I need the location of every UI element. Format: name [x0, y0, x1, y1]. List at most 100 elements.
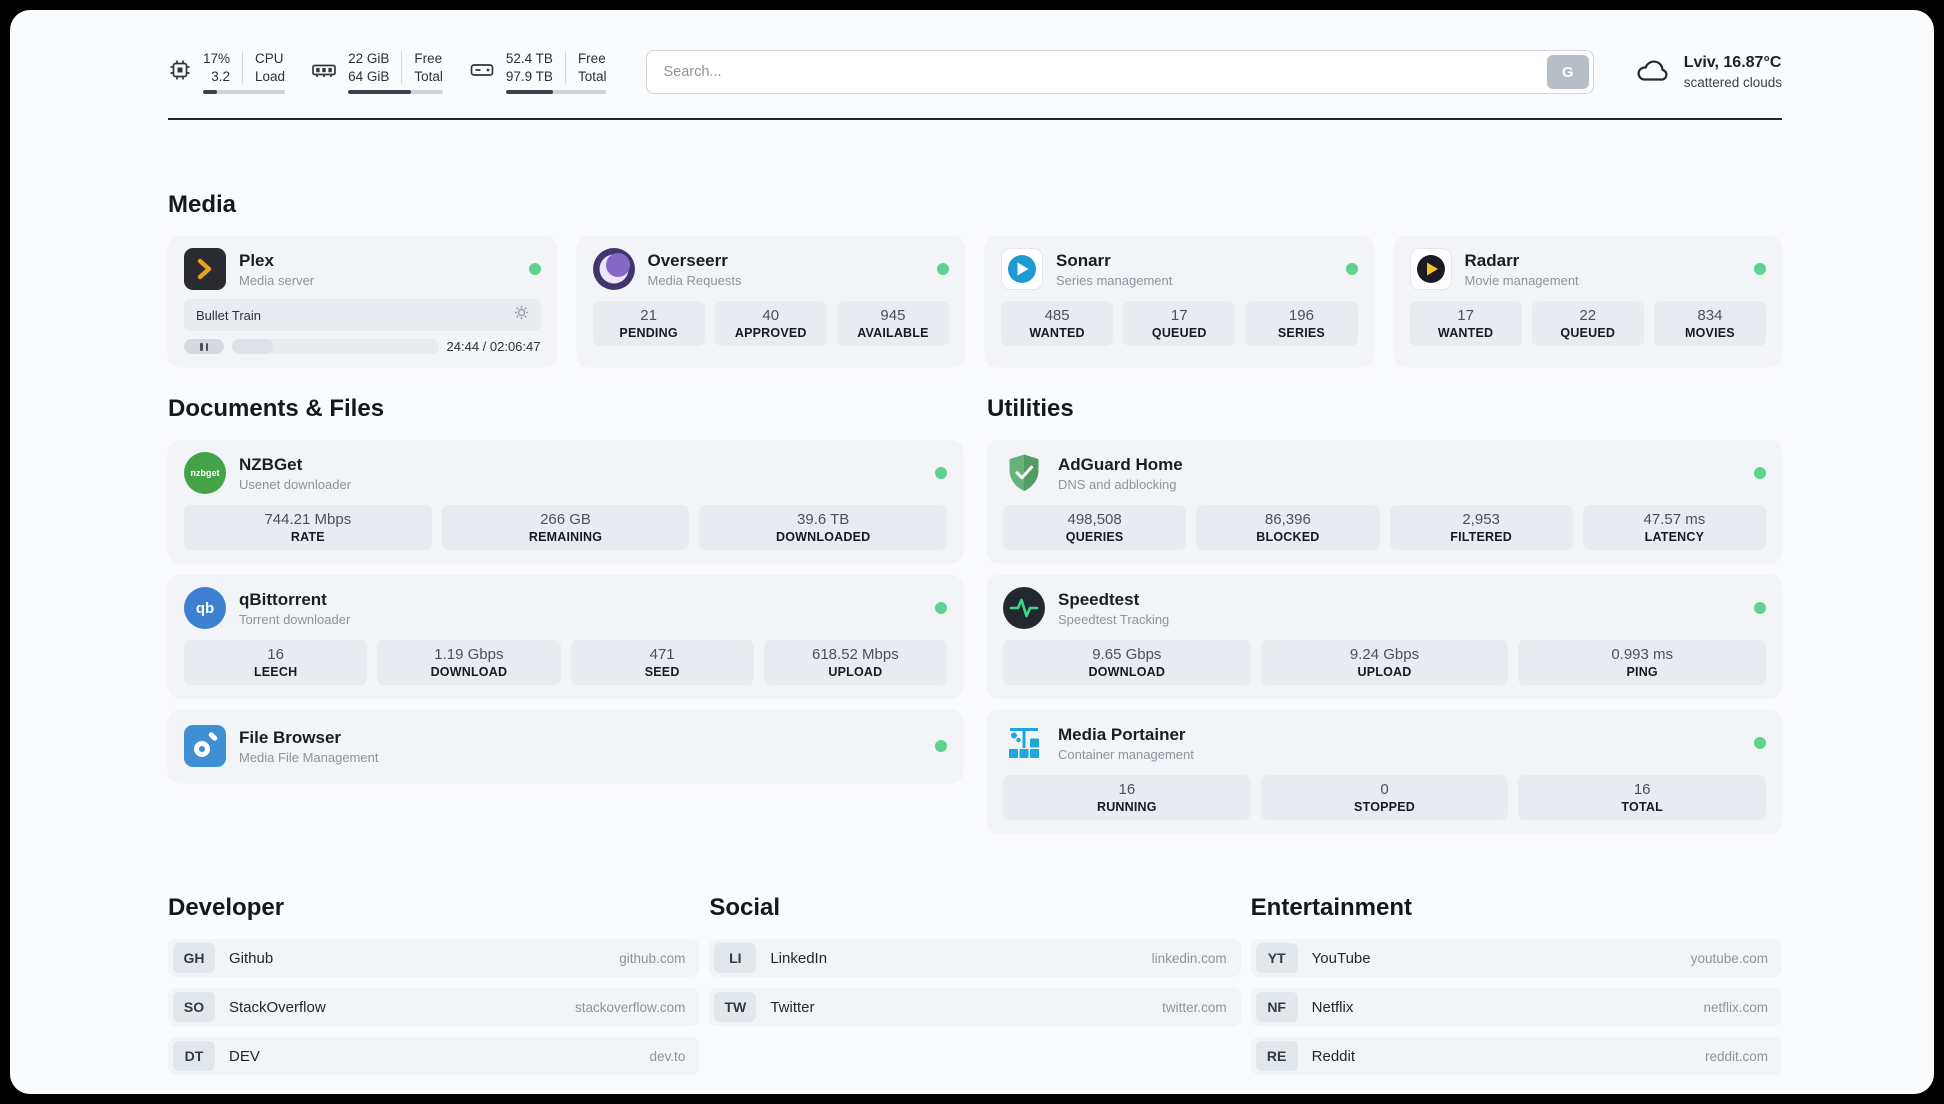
bookmark-row-github[interactable]: GH Github github.com — [168, 939, 700, 977]
app-name[interactable]: Overseerr — [647, 250, 728, 270]
app-name[interactable]: Radarr — [1464, 250, 1520, 270]
app-card-portainer: Media Portainer Container management 16 … — [987, 710, 1782, 832]
app-name[interactable]: Plex — [239, 250, 274, 270]
stat-value: 9.65 Gbps — [1092, 646, 1162, 663]
search-bar: G — [646, 50, 1594, 94]
stat-value: 498,508 — [1067, 511, 1122, 528]
disk-total-value: 97.9 TB — [505, 68, 553, 84]
memory-icon — [311, 58, 337, 87]
cpu-label: CPU — [255, 50, 284, 66]
app-card-radarr: Radarr Movie management 17 WANTED 22 QUE… — [1393, 236, 1782, 366]
settings-gear-icon[interactable] — [514, 305, 529, 325]
app-name[interactable]: AdGuard Home — [1058, 454, 1183, 474]
app-card-filebrowser: File Browser Media File Management — [168, 710, 963, 782]
search-input[interactable] — [646, 50, 1594, 94]
stat-box: 945 AVAILABLE — [836, 301, 950, 346]
app-name[interactable]: Speedtest — [1058, 589, 1140, 609]
app-name[interactable]: Sonarr — [1056, 250, 1111, 270]
speedtest-icon[interactable] — [1003, 587, 1045, 629]
stat-value: 86,396 — [1264, 511, 1311, 528]
app-name[interactable]: qBittorrent — [239, 589, 327, 609]
stat-box: 618.52 Mbps UPLOAD — [763, 640, 947, 685]
stat-value: 22 — [1579, 307, 1597, 324]
overseerr-icon[interactable] — [592, 248, 635, 290]
bookmark-abbr: SO — [173, 992, 215, 1022]
ram-progress-bar — [348, 89, 443, 94]
status-dot — [1754, 602, 1766, 614]
stat-box: 17 WANTED — [1409, 301, 1522, 346]
stat-value: 21 — [640, 307, 657, 324]
stat-value: 0.993 ms — [1611, 646, 1674, 663]
bookmark-url: stackoverflow.com — [575, 999, 686, 1015]
ram-free-label: Free — [414, 50, 443, 66]
app-subtitle: Movie management — [1464, 272, 1579, 288]
stat-value: 945 — [880, 307, 906, 324]
section-title-developer: Developer — [168, 894, 285, 921]
section-title-entertainment: Entertainment — [1250, 894, 1413, 921]
adguard-icon[interactable] — [1003, 452, 1045, 494]
bookmark-row-youtube[interactable]: YT YouTube youtube.com — [1250, 939, 1782, 977]
bookmark-row-stackoverflow[interactable]: SO StackOverflow stackoverflow.com — [168, 988, 700, 1026]
stat-label: LEECH — [253, 665, 298, 679]
stat-label: QUEUED — [1560, 326, 1616, 340]
bookmark-row-twitter[interactable]: TW Twitter twitter.com — [709, 988, 1241, 1026]
now-playing-bar: Bullet Train — [184, 299, 541, 331]
radarr-icon[interactable] — [1409, 248, 1452, 290]
ram-metric: 22 GiB 64 GiB Free Total — [311, 50, 443, 94]
app-card-sonarr: Sonarr Series management 485 WANTED 17 Q… — [985, 236, 1374, 366]
header-bar: 17% 3.2 CPU Load — [168, 10, 1782, 94]
stat-box: 22 QUEUED — [1531, 301, 1644, 346]
stat-box: 16 RUNNING — [1003, 775, 1251, 820]
qbittorrent-icon[interactable]: qb — [184, 587, 226, 629]
stat-label: WANTED — [1437, 326, 1494, 340]
bookmark-row-reddit[interactable]: RE Reddit reddit.com — [1250, 1037, 1782, 1075]
stat-value: 834 — [1697, 307, 1723, 324]
stat-label: QUEUED — [1151, 326, 1207, 340]
stat-value: 485 — [1044, 307, 1070, 324]
bookmark-row-dev[interactable]: DT DEV dev.to — [168, 1037, 700, 1075]
stat-value: 1.19 Gbps — [434, 646, 504, 663]
app-subtitle: Speedtest Tracking — [1058, 611, 1170, 627]
app-name[interactable]: File Browser — [239, 727, 342, 747]
bookmark-name: StackOverflow — [229, 998, 326, 1016]
cpu-progress-bar — [203, 89, 286, 94]
disk-metric: 52.4 TB 97.9 TB Free Total — [469, 50, 607, 94]
cpu-load-label: Load — [255, 68, 286, 84]
bookmark-url: linkedin.com — [1151, 950, 1227, 966]
bookmark-row-linkedin[interactable]: LI LinkedIn linkedin.com — [709, 939, 1241, 977]
stat-label: BLOCKED — [1256, 530, 1320, 544]
app-card-speedtest: Speedtest Speedtest Tracking 9.65 Gbps D… — [987, 575, 1782, 697]
app-name[interactable]: NZBGet — [239, 454, 303, 474]
section-title-utilities: Utilities — [987, 395, 1074, 422]
stat-box: 196 SERIES — [1245, 301, 1358, 346]
stat-label: UPLOAD — [828, 665, 883, 679]
filebrowser-icon[interactable] — [184, 725, 226, 767]
app-subtitle: Media File Management — [239, 749, 379, 765]
stat-value: 47.57 ms — [1643, 511, 1706, 528]
weather-widget: Lviv, 16.87°C scattered clouds — [1634, 54, 1782, 90]
stat-box: 9.24 Gbps UPLOAD — [1260, 640, 1509, 685]
app-subtitle: Series management — [1056, 272, 1173, 288]
nzbget-icon[interactable]: nzbget — [184, 452, 226, 494]
bookmark-row-netflix[interactable]: NF Netflix netflix.com — [1250, 988, 1782, 1026]
pause-button[interactable] — [184, 339, 224, 354]
app-card-qbittorrent: qb qBittorrent Torrent downloader 16 LEE… — [168, 575, 963, 697]
cloud-icon — [1634, 55, 1672, 90]
app-name[interactable]: Media Portainer — [1058, 724, 1186, 744]
app-subtitle: Media server — [239, 272, 315, 288]
bookmark-name: LinkedIn — [770, 949, 828, 967]
seek-bar[interactable] — [232, 339, 439, 354]
stat-value: 39.6 TB — [797, 511, 850, 528]
status-dot — [1754, 467, 1766, 479]
stat-value: 9.24 Gbps — [1349, 646, 1420, 663]
portainer-icon[interactable] — [1003, 722, 1045, 764]
sonarr-icon[interactable] — [1001, 248, 1043, 290]
search-engine-button[interactable]: G — [1546, 55, 1589, 89]
stat-label: SEED — [644, 665, 680, 679]
stat-box: 47.57 ms LATENCY — [1582, 505, 1766, 550]
plex-icon[interactable] — [184, 248, 226, 290]
stat-label: DOWNLOAD — [1088, 665, 1166, 679]
stat-label: QUERIES — [1065, 530, 1124, 544]
bookmark-abbr: GH — [173, 943, 215, 973]
stat-label: REMAINING — [528, 530, 603, 544]
